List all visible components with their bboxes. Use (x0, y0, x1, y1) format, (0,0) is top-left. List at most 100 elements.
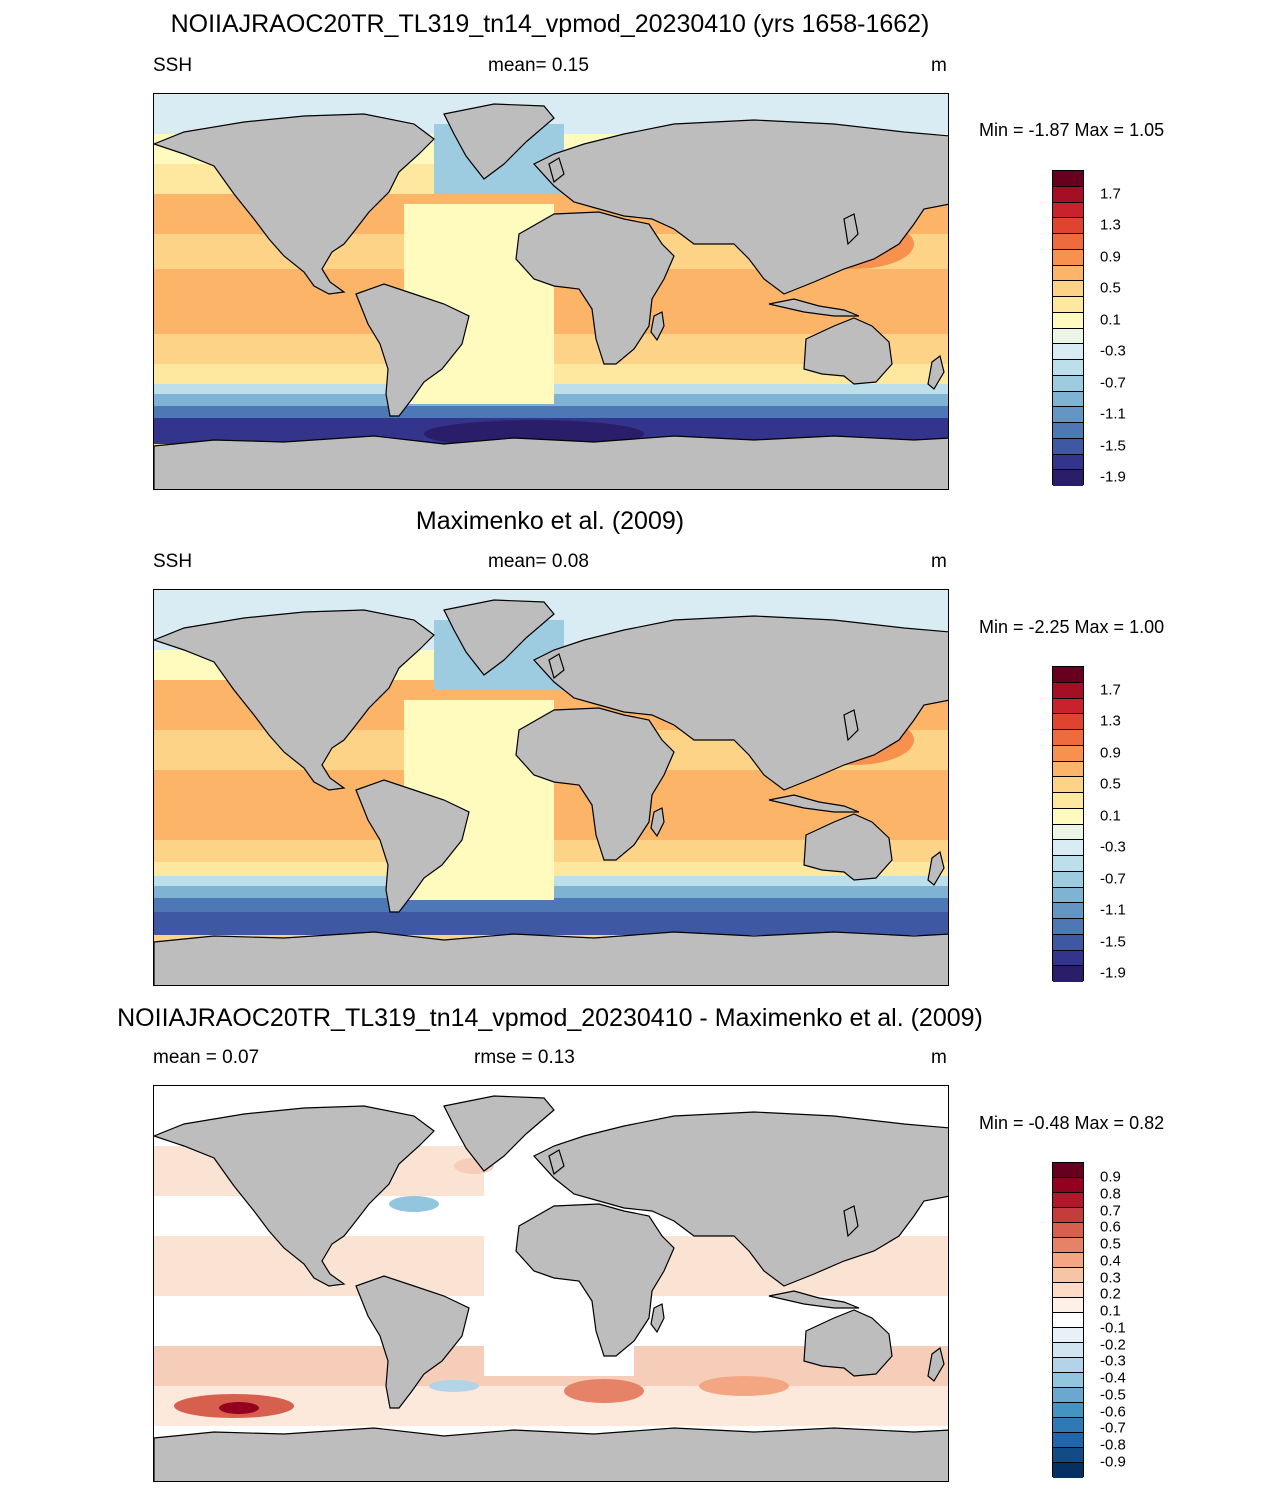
colorbar-swatch (1053, 438, 1083, 455)
land-northAmerica (154, 1105, 435, 1287)
colorbar-swatch (1053, 1238, 1083, 1253)
panel-2-units: m (931, 551, 947, 572)
colorbar-swatch (1053, 407, 1083, 423)
colorbar-label: -1.9 (1100, 468, 1126, 486)
land-australia (803, 813, 893, 881)
land-ukIsles (548, 157, 565, 184)
colorbar-label: 0.6 (1100, 1218, 1121, 1236)
colorbar-swatch (1053, 730, 1083, 746)
land-antarctica (154, 435, 948, 489)
land-indonesia (768, 298, 860, 317)
panel-3-rmse: rmse = 0.13 (474, 1047, 575, 1068)
land-africa (515, 1203, 675, 1357)
panel-3-title: NOIIAJRAOC20TR_TL319_tn14_vpmod_20230410… (117, 1004, 983, 1032)
land-japan (843, 213, 859, 246)
colorbar-swatch (1053, 423, 1083, 439)
land-greenland (443, 1095, 555, 1172)
land-greenland (443, 103, 555, 180)
colorbar-swatch (1053, 1313, 1083, 1328)
colorbar-label: -0.8 (1100, 1436, 1126, 1454)
colorbar-swatch (1053, 344, 1083, 360)
colorbar-swatch (1053, 1223, 1083, 1238)
map-field (154, 94, 948, 489)
panel-2-minmax: Min = -2.25 Max = 1.00 (979, 617, 1165, 637)
colorbar-label: -1.5 (1100, 933, 1126, 951)
colorbar-label: -0.6 (1100, 1403, 1126, 1421)
colorbar-swatch (1053, 454, 1083, 471)
colorbar-label: 0.4 (1100, 1252, 1121, 1270)
panel-3-minmax: Min = -0.48 Max = 0.82 (979, 1113, 1165, 1133)
colorbar-label: -1.1 (1100, 405, 1126, 423)
land-newZealand (927, 1346, 945, 1382)
colorbar-label: -0.5 (1100, 1386, 1126, 1404)
colorbar-label: 0.1 (1100, 311, 1121, 329)
colorbar-swatch (1053, 714, 1083, 730)
panel-1-map (153, 93, 949, 490)
colorbar-swatch (1053, 887, 1083, 904)
colorbar-label: -0.9 (1100, 1453, 1126, 1471)
colorbar-swatch (1053, 360, 1083, 376)
colorbar-label: 0.7 (1100, 1202, 1121, 1220)
colorbar-swatch (1053, 470, 1083, 486)
colorbar-swatch (1053, 1208, 1083, 1223)
land-northAmerica (154, 113, 435, 295)
colorbar-swatch (1053, 249, 1083, 266)
colorbar-label: -0.7 (1100, 870, 1126, 888)
land-japan (843, 1205, 859, 1238)
colorbar-swatch (1053, 297, 1083, 313)
land-eurasia (533, 615, 948, 791)
colorbar-swatch (1053, 698, 1083, 715)
land-antarctica (154, 1427, 948, 1481)
colorbar-swatch (1053, 1373, 1083, 1388)
colorbar-swatch (1053, 1433, 1083, 1448)
land-southAmerica (355, 779, 470, 913)
colorbar-swatch (1053, 856, 1083, 872)
colorbar-label: -0.4 (1100, 1369, 1126, 1387)
colorbar-swatch (1053, 824, 1083, 841)
colorbar-label: 0.5 (1100, 1235, 1121, 1253)
land-greenland (443, 599, 555, 676)
panel-2-colorbar (1052, 666, 1084, 982)
land-newZealand (927, 850, 945, 886)
colorbar-swatch (1053, 934, 1083, 951)
panel-3-units: m (931, 1047, 947, 1068)
colorbar-swatch (1053, 919, 1083, 935)
land-indonesia (768, 794, 860, 813)
colorbar-label: 0.1 (1100, 807, 1121, 825)
colorbar-swatch (1053, 1193, 1083, 1208)
panel-2-title: Maximenko et al. (2009) (415, 507, 685, 535)
colorbar-swatch (1053, 903, 1083, 919)
colorbar-swatch (1053, 202, 1083, 219)
panel-3-map (153, 1085, 949, 1482)
colorbar-swatch (1053, 265, 1083, 282)
land-newZealand (927, 354, 945, 390)
colorbar-swatch (1053, 1343, 1083, 1358)
land-southAmerica (355, 283, 470, 417)
colorbar-swatch (1053, 950, 1083, 967)
colorbar-label: 1.3 (1100, 216, 1121, 234)
colorbar-swatch (1053, 328, 1083, 345)
colorbar-swatch (1053, 808, 1083, 825)
colorbar-swatch (1053, 1358, 1083, 1373)
colorbar-label: -0.3 (1100, 342, 1126, 360)
colorbar-swatch (1053, 1298, 1083, 1313)
colorbar-swatch (1053, 1418, 1083, 1433)
land-australia (803, 317, 893, 385)
land-japan (843, 709, 859, 742)
panel-3-mean: mean = 0.07 (153, 1047, 260, 1068)
land-northAmerica (154, 609, 435, 791)
panel-1-variable: SSH (153, 55, 193, 76)
panel-1-mean: mean= 0.15 (488, 55, 589, 76)
map-field (154, 590, 948, 985)
colorbar-swatch (1053, 871, 1083, 888)
colorbar-label: -0.7 (1100, 374, 1126, 392)
colorbar-swatch (1053, 682, 1083, 699)
colorbar-swatch (1053, 1253, 1083, 1268)
land-eurasia (533, 119, 948, 295)
land-antarctica (154, 931, 948, 985)
map-field (154, 1086, 948, 1481)
colorbar-swatch (1053, 1178, 1083, 1193)
colorbar-swatch (1053, 1328, 1083, 1343)
land-africa (515, 211, 675, 365)
colorbar-swatch (1053, 966, 1083, 982)
